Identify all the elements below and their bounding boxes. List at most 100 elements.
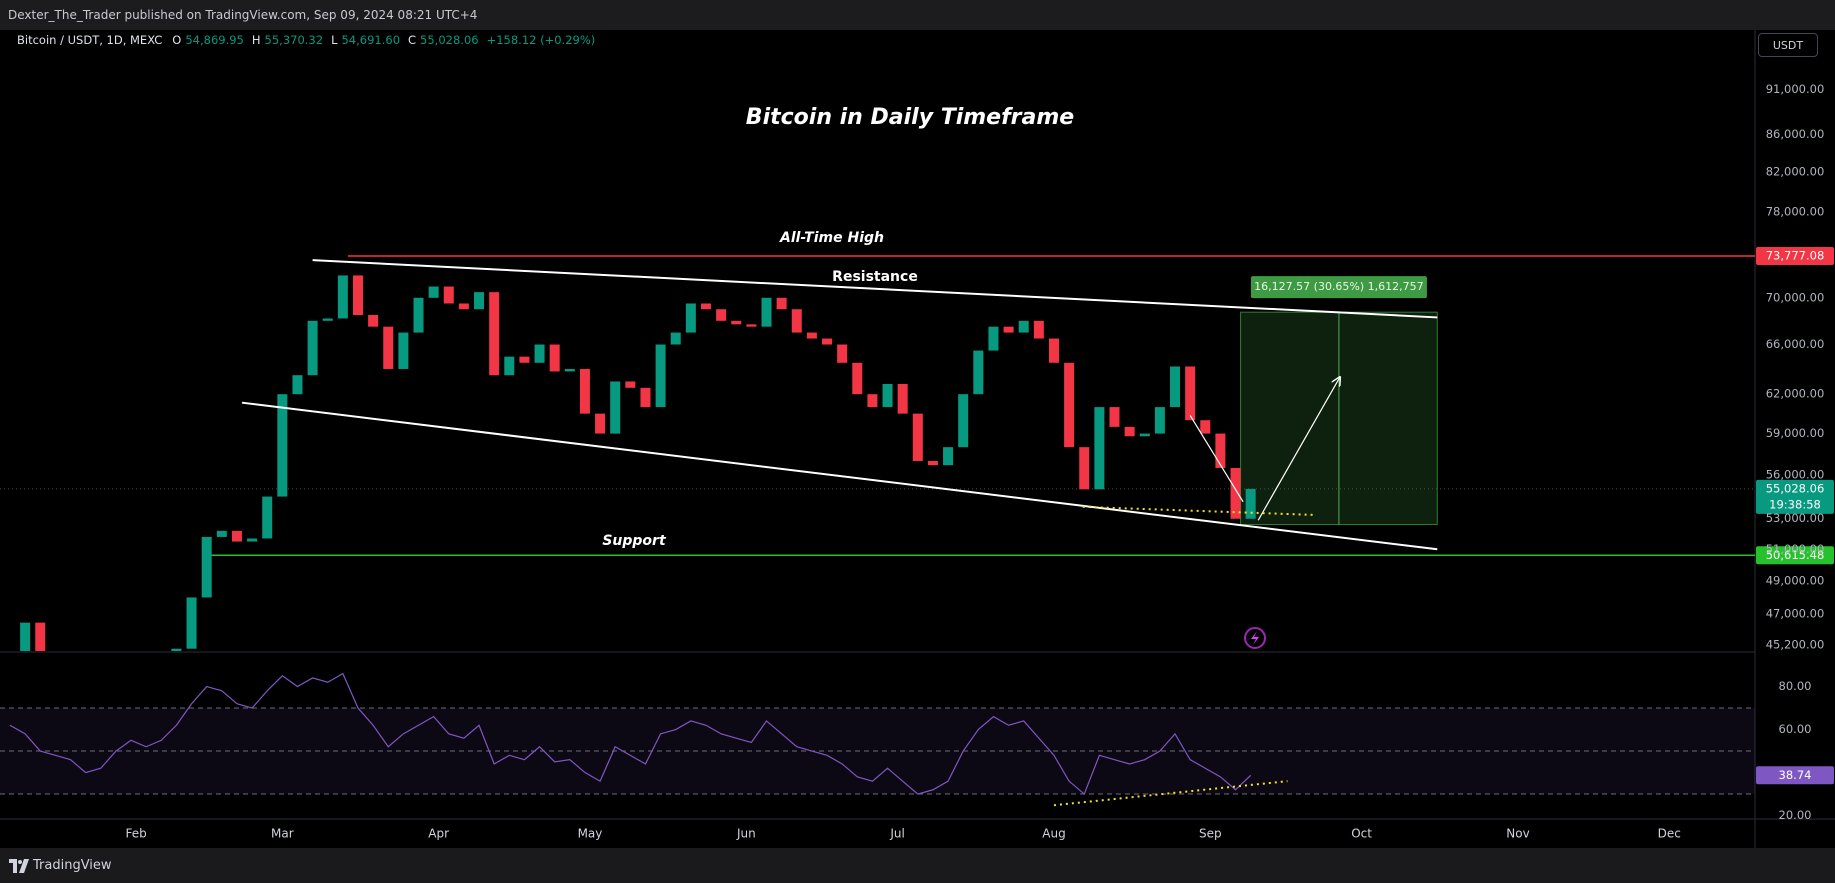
candle	[489, 292, 500, 376]
current-price-label: 55,028.06	[1766, 481, 1825, 495]
ath-tag-label: 73,777.08	[1766, 249, 1825, 263]
rsi-tag	[1756, 766, 1834, 785]
candle	[1200, 420, 1211, 434]
candle	[368, 314, 379, 327]
rsi-tick-label: 60.00	[1779, 722, 1812, 736]
current-price-tag	[1756, 479, 1834, 514]
y-tick-label: 47,000.00	[1766, 607, 1825, 621]
legend-text: 54,691.60	[341, 33, 401, 47]
candle	[640, 387, 651, 408]
candle	[186, 597, 197, 649]
support-label: Support	[602, 533, 667, 549]
candle	[474, 292, 485, 310]
candle	[428, 286, 439, 298]
y-tick-label: 62,000.00	[1766, 387, 1825, 401]
publisher: Dexter_The_Trader published on TradingVi…	[8, 8, 478, 22]
y-tick-label: 66,000.00	[1766, 337, 1825, 351]
candle	[1230, 467, 1241, 519]
candle	[1079, 447, 1090, 490]
candle	[443, 286, 454, 304]
y-tick-label: 56,000.00	[1766, 468, 1825, 482]
candle	[822, 338, 833, 345]
candle	[171, 648, 182, 651]
resistance-line	[312, 259, 1438, 319]
y-tick-label: 82,000.00	[1766, 165, 1825, 179]
y-tick-label: 45,200.00	[1766, 638, 1825, 652]
candle	[716, 309, 727, 321]
candle	[1018, 320, 1029, 333]
candle	[625, 381, 636, 388]
candle	[231, 530, 242, 542]
x-tick-label: Aug	[1042, 827, 1065, 841]
candle	[655, 344, 666, 408]
support-tag-label: 50,615.48	[1766, 548, 1825, 562]
candle	[1170, 366, 1181, 408]
y-tick-label: 86,000.00	[1766, 127, 1825, 141]
candle	[806, 332, 817, 339]
candle	[322, 318, 333, 321]
candle	[1064, 362, 1075, 448]
x-tick-label: Sep	[1199, 827, 1222, 841]
candle	[1033, 320, 1044, 339]
candle	[685, 303, 696, 333]
y-tick-label: 53,000.00	[1766, 511, 1825, 525]
legend-key: O	[172, 33, 182, 47]
candle	[927, 460, 938, 466]
candle	[670, 332, 681, 345]
candle	[791, 309, 802, 333]
y-tick-label: 49,000.00	[1766, 574, 1825, 588]
legend: Bitcoin / USDT, 1D, MEXC O 54,869.95 H 55,37…	[17, 33, 599, 47]
candle	[307, 320, 318, 376]
candle	[882, 383, 893, 408]
candle	[746, 324, 757, 327]
candle	[292, 375, 303, 395]
alert-icon	[1244, 627, 1266, 649]
candle	[867, 394, 878, 408]
candle	[20, 622, 31, 651]
candle	[1124, 426, 1135, 437]
brand: TradingView	[33, 858, 112, 873]
candle	[35, 622, 46, 651]
swing-line	[1189, 415, 1244, 503]
candle	[731, 320, 742, 325]
position-label-bg	[1250, 276, 1427, 299]
support-tag	[1756, 546, 1834, 565]
logo	[9, 859, 29, 873]
currency-button[interactable]: USDT	[1758, 33, 1818, 57]
y-tick-label: 70,000.00	[1766, 290, 1825, 304]
legend-key: H	[251, 33, 261, 47]
y-tick-label: 91,000.00	[1766, 82, 1825, 96]
candle	[958, 394, 969, 448]
candle	[413, 297, 424, 333]
candle	[1215, 433, 1226, 468]
x-tick-label: Nov	[1506, 827, 1529, 841]
legend-text: 54,869.95	[185, 33, 244, 47]
projection-arrow	[1257, 377, 1340, 521]
chart-title: Bitcoin in Daily Timeframe	[746, 105, 1074, 130]
top-bar: Dexter_The_Trader published on TradingVi…	[0, 0, 1835, 30]
candle	[595, 413, 606, 434]
candle	[247, 538, 258, 542]
candle	[837, 344, 848, 363]
candle	[1154, 407, 1165, 434]
candle	[534, 344, 545, 363]
candle	[262, 496, 273, 539]
rsi-tick-label: 20.00	[1779, 808, 1812, 822]
rsi-line	[9, 672, 1252, 796]
candle	[352, 275, 363, 315]
ath-label: All-Time High	[779, 230, 884, 246]
candle	[398, 332, 409, 369]
candle	[337, 275, 348, 319]
resistance-label: Resistance	[832, 269, 918, 285]
support-trendline	[241, 401, 1438, 551]
x-tick-label: Dec	[1658, 827, 1681, 841]
ath-tag	[1756, 247, 1834, 266]
candle	[700, 303, 711, 310]
x-tick-label: Jul	[889, 827, 904, 841]
candle	[852, 362, 863, 395]
candle	[579, 368, 590, 414]
candle	[549, 344, 560, 372]
y-tick-label: 51,000.00	[1766, 542, 1825, 556]
legend-key: L	[331, 33, 338, 47]
